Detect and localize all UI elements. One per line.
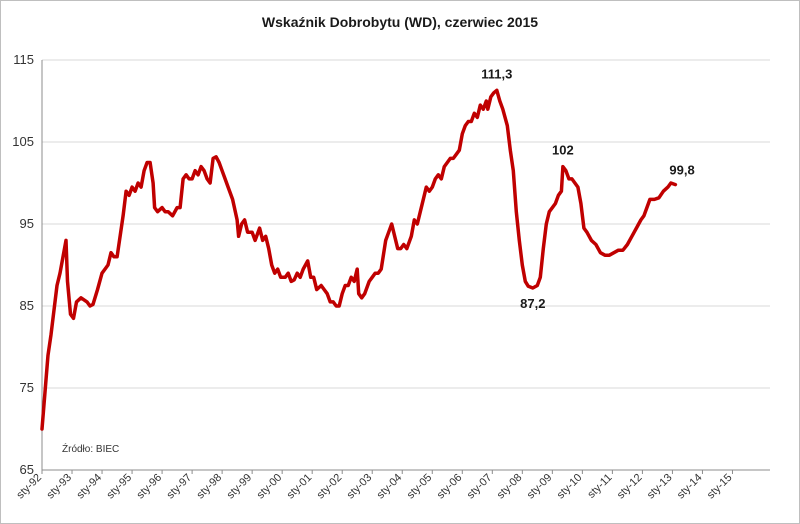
y-tick-label: 95: [20, 216, 34, 231]
x-tick-label: sty-94: [74, 472, 104, 502]
x-tick-label: sty-02: [315, 472, 345, 502]
x-tick-label: sty-12: [615, 472, 645, 502]
chart-title: Wskaźnik Dobrobytu (WD), czerwiec 2015: [261, 14, 539, 30]
x-tick-label: sty-04: [375, 472, 405, 502]
x-tick-label: sty-05: [405, 472, 435, 502]
x-tick-label: sty-93: [44, 472, 74, 502]
x-tick-label: sty-10: [555, 472, 585, 502]
x-tick-label: sty-11: [585, 472, 614, 501]
data-label: 102: [552, 143, 574, 158]
x-tick-label: sty-14: [675, 472, 705, 502]
x-tick-label: sty-06: [435, 472, 465, 502]
data-label: 111,3: [481, 66, 512, 81]
source-note: Źródło: BIEC: [62, 442, 119, 455]
y-tick-label: 75: [20, 380, 34, 395]
x-tick-label: sty-15: [705, 472, 735, 502]
series-line: [40, 88, 678, 431]
x-tick-label: sty-07: [465, 472, 495, 502]
data-label: 87,2: [520, 296, 545, 311]
x-tick-label: sty-95: [105, 472, 135, 502]
x-tick-label: sty-99: [225, 472, 255, 502]
x-tick-label: sty-00: [255, 472, 285, 502]
y-tick-label: 85: [20, 298, 34, 313]
y-tick-label: 115: [13, 52, 34, 67]
x-tick-label: sty-09: [525, 472, 555, 502]
x-tick-label: sty-03: [345, 472, 375, 502]
x-tick-label: sty-97: [165, 472, 195, 502]
data-label: 99,8: [669, 163, 694, 178]
y-tick-label: 105: [12, 134, 34, 149]
y-tick-label: 65: [20, 462, 34, 477]
x-tick-label: sty-98: [195, 472, 225, 502]
x-tick-label: sty-96: [135, 472, 165, 502]
x-tick-label: sty-01: [285, 472, 315, 502]
x-tick-label: sty-08: [495, 472, 525, 502]
x-tick-label: sty-13: [645, 472, 675, 502]
